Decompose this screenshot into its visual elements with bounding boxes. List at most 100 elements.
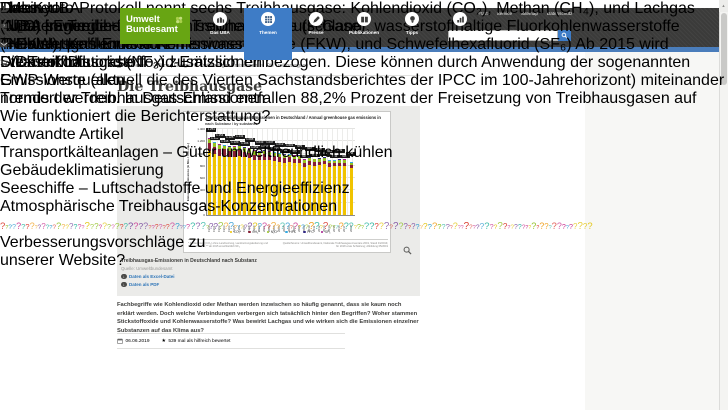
links-box-item-daten-distickstoffoxid-emissio[interactable]: →Daten: Distickstoffoxid-Emissionen bbox=[0, 54, 362, 72]
legend-item-ch: CH₄* bbox=[248, 230, 260, 234]
x-gridline bbox=[222, 129, 223, 215]
breadcrumb-item-treibhausgas-emissionen[interactable]: Treibhausgas-Emissionen bbox=[199, 63, 258, 69]
book-icon bbox=[357, 12, 371, 26]
stacked-bar-2007 bbox=[293, 155, 297, 215]
float-button-mein-uba[interactable]: Mein UBA bbox=[0, 0, 90, 18]
question-mark-glyph: ? bbox=[437, 222, 442, 231]
question-marks-graphic: ????????????????????????????????????????… bbox=[0, 216, 593, 234]
search-button[interactable] bbox=[558, 30, 571, 41]
home-icon[interactable]: ⌂ bbox=[117, 62, 121, 70]
scrollbar-up-arrow[interactable]: ▲ bbox=[719, 0, 728, 12]
arrow-circle-icon: → bbox=[0, 18, 16, 35]
legend-item-pfc: PFC bbox=[303, 230, 314, 234]
bulb-icon bbox=[405, 12, 419, 26]
uba-logo[interactable]: Umwelt Bundesamt bbox=[120, 8, 190, 44]
top-link-start[interactable]: Start bbox=[478, 11, 488, 16]
bar-segment-ch bbox=[349, 165, 353, 169]
bar-segment-n-o bbox=[223, 145, 227, 150]
sidebar-item-wie-funktioniert-die-berichter[interactable]: Wie funktioniert die Berichterstattung? bbox=[0, 108, 593, 126]
top-link-service[interactable]: Service bbox=[496, 11, 513, 16]
bar-segment-n-o bbox=[333, 160, 337, 163]
question-bubble-icon: ? bbox=[0, 18, 8, 35]
top-link-sitemap[interactable]: Sitemap bbox=[521, 11, 538, 16]
x-gridline bbox=[302, 129, 303, 215]
search-input[interactable] bbox=[448, 30, 558, 41]
related-article-seeschiffe-luftschadstoffe-und[interactable]: Seeschiffe – Luftschadstoffe und Energie… bbox=[0, 180, 593, 198]
bar-segment-ch bbox=[263, 154, 267, 160]
page-title: Die Treibhausgase bbox=[117, 79, 262, 95]
sidebar-item-trends-der-treibhausgas-emissi[interactable]: Trends der Treibhausgas-Emissionen bbox=[0, 90, 593, 108]
bar-segment-ch bbox=[223, 149, 227, 156]
nav-item-tipps[interactable]: Tipps bbox=[388, 8, 436, 51]
bar-segment-n-o bbox=[213, 142, 217, 147]
float-button-warenkorb[interactable]: Warenkorb bbox=[0, 54, 90, 72]
nav-item-das-uba[interactable]: Das UBA bbox=[196, 8, 244, 51]
bar-segment-co bbox=[313, 165, 317, 215]
download-link-daten-als-pdf[interactable]: ↓ Daten als PDF bbox=[121, 281, 416, 287]
chart-title: Jährliche Treibhausgas-Emissionen in Deu… bbox=[205, 115, 381, 120]
link-label: Daten: Distickstoffoxid-Emissionen bbox=[16, 54, 263, 71]
y-tick-label: 800 bbox=[199, 163, 205, 168]
search-icon bbox=[561, 32, 568, 39]
float-button-uba-fragen[interactable]: ? UBA fragen bbox=[0, 18, 90, 36]
bar-segment-n-o bbox=[308, 158, 312, 161]
divider bbox=[117, 75, 420, 76]
bar-segment-ch bbox=[283, 157, 287, 163]
bar-segment-n-o bbox=[218, 145, 222, 149]
bar-value-label: 975 bbox=[294, 145, 305, 149]
bar-segment-n-o bbox=[323, 158, 327, 161]
related-article-gebäudeklimatisierung[interactable]: Gebäudeklimatisierung bbox=[0, 162, 593, 180]
bar-segment-co bbox=[248, 158, 252, 215]
sidebar-item-klima-energie[interactable]: Klima | Energie+ bbox=[0, 18, 593, 36]
question-mark-glyph: ? bbox=[0, 221, 6, 232]
legend-marker bbox=[266, 230, 270, 234]
sidebar-item-emissionsquellen[interactable]: Emissionsquellen bbox=[0, 72, 593, 90]
page-background-right bbox=[585, 52, 719, 410]
feedback-promo-banner[interactable]: ????????????????????????????????????????… bbox=[0, 216, 593, 270]
question-mark-glyph: ? bbox=[475, 224, 480, 231]
scrollbar-track[interactable] bbox=[719, 0, 728, 410]
bar-segment-ch bbox=[308, 160, 312, 165]
nav-item-presse[interactable]: Presse bbox=[292, 8, 340, 51]
breadcrumb-item-klima-energie[interactable]: Klima | Energie bbox=[157, 63, 191, 69]
question-mark-glyph: ? bbox=[544, 222, 549, 231]
bar-segment-n-o bbox=[313, 159, 317, 162]
related-article-atmosphärische-treibhausgas-ko[interactable]: Atmosphärische Treibhausgas-Konzentratio… bbox=[0, 198, 593, 216]
search-icon bbox=[547, 33, 553, 51]
top-link-datenschutz[interactable]: Datenschutz bbox=[546, 11, 573, 16]
stacked-bar-2002 bbox=[268, 151, 272, 215]
bar-segment-ch bbox=[208, 143, 212, 151]
plus-circle-icon[interactable]: + bbox=[184, 36, 194, 53]
bar-segment-co bbox=[343, 166, 347, 215]
logo-line1: Umwelt bbox=[126, 14, 160, 25]
plus-circle-icon[interactable]: + bbox=[108, 18, 118, 35]
x-gridline bbox=[322, 129, 323, 215]
x-gridline bbox=[232, 129, 233, 215]
download-link-daten-als-excel-datei[interactable]: ↓ Daten als Excel-Datei bbox=[121, 273, 416, 279]
stacked-bar-2018* bbox=[349, 161, 353, 215]
x-gridline bbox=[327, 129, 328, 215]
breadcrumb-item-themen[interactable]: Themen bbox=[129, 63, 149, 69]
related-article-label: Atmosphärische Treibhausgas-Konzentratio… bbox=[0, 198, 338, 215]
x-gridline bbox=[307, 129, 308, 215]
related-article-transportkälteanlagen-güter-um[interactable]: Transportkälteanlagen – Güter umweltfreu… bbox=[0, 144, 593, 162]
nav-item-publikationen[interactable]: Publikationen bbox=[340, 8, 388, 51]
float-button-newsletter[interactable]: Newsletter bbox=[0, 36, 90, 54]
stacked-bar-1991 bbox=[213, 141, 217, 215]
floating-action-buttons: Mein UBA? UBA fragen Newsletter Warenkorb bbox=[0, 0, 90, 72]
chart-footnote-right: Quelle/Source: Umweltbundesamt, National… bbox=[282, 241, 388, 249]
nav-item-daten[interactable]: Daten bbox=[436, 8, 484, 51]
scrollbar-thumb[interactable] bbox=[720, 13, 727, 85]
y-gridline bbox=[207, 140, 355, 142]
star-icon: ★ bbox=[161, 338, 166, 344]
bar-segment-hfc bbox=[318, 158, 322, 160]
legend-item-hfc: HFC bbox=[285, 230, 296, 234]
bar-value-label: 1.030 bbox=[269, 145, 280, 151]
nav-item-themen[interactable]: Themen bbox=[244, 8, 292, 60]
bar-segment-co bbox=[228, 156, 232, 215]
bar-segment-ch bbox=[248, 152, 252, 159]
sidebar-item-die-treibhausgase[interactable]: Die Treibhausgase bbox=[0, 54, 593, 72]
zoom-magnifier-icon[interactable] bbox=[403, 242, 412, 260]
bar-value-label: 1.141 bbox=[234, 134, 245, 139]
bar-segment-n-o bbox=[258, 151, 262, 156]
